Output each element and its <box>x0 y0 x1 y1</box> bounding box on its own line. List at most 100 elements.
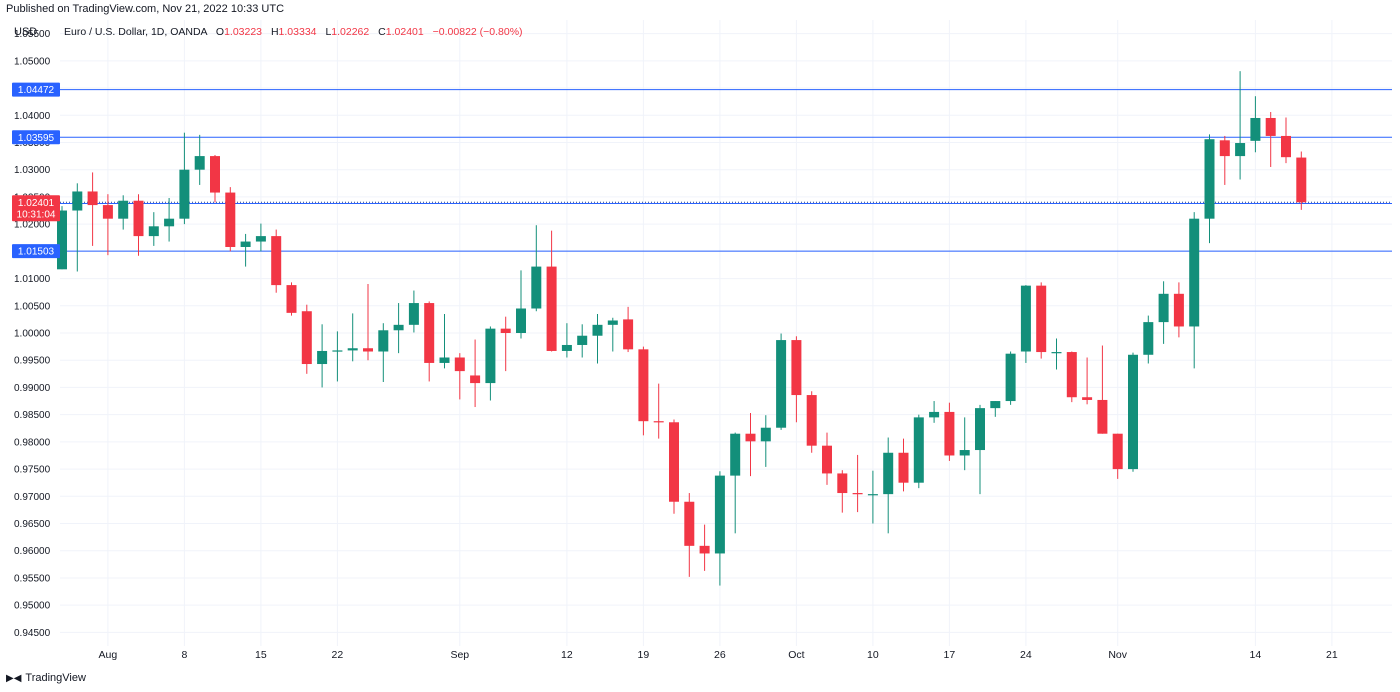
x-tick-label: 17 <box>944 649 956 661</box>
candle-body <box>684 501 695 546</box>
candle <box>240 233 251 267</box>
y-tick-label: 1.00500 <box>14 301 51 312</box>
current-price-label-bg <box>12 195 60 222</box>
candle-body <box>699 545 710 554</box>
candle-body <box>286 285 297 313</box>
legend-symbol: Euro / U.S. Dollar, 1D, OANDA <box>64 26 208 38</box>
candle <box>271 229 282 293</box>
candle-body <box>1066 352 1077 398</box>
legend-o-label: O <box>216 26 224 38</box>
candle <box>485 326 496 401</box>
candle <box>1296 151 1307 210</box>
y-tick-label: 0.97500 <box>14 465 51 476</box>
published-caption: Published on TradingView.com, Nov 21, 20… <box>6 3 285 15</box>
price-line-label-text: 1.04472 <box>18 85 55 96</box>
candle-body <box>210 156 220 193</box>
candle-body <box>1265 117 1276 136</box>
candle <box>837 470 848 513</box>
candle <box>990 401 1001 417</box>
candle-body <box>730 433 741 476</box>
candle-body <box>72 191 83 211</box>
y-tick-label: 0.95000 <box>14 601 51 612</box>
candle <box>1020 285 1031 363</box>
candle <box>148 212 159 246</box>
legend-c-label: C <box>378 26 386 38</box>
candle-body <box>837 473 848 494</box>
candle-body <box>990 401 1001 409</box>
candle <box>102 194 113 256</box>
candle-body <box>1158 293 1169 323</box>
price-line-label: 1.03595 <box>12 130 60 145</box>
time-axis: Aug 8 15 22 Sep 12 19 26 Oct 10 17 24 Nov 14 21 <box>99 649 1338 661</box>
footer: ▶◀ TradingView <box>6 672 86 684</box>
x-tick-label: 12 <box>561 649 573 661</box>
y-tick-label: 1.00000 <box>14 329 51 340</box>
candles <box>57 71 1307 586</box>
price-line-label-bg <box>12 244 60 259</box>
candle <box>470 339 481 408</box>
candle <box>454 353 465 400</box>
candle <box>822 432 832 485</box>
candle-body <box>1235 143 1246 157</box>
candle <box>1066 351 1077 403</box>
y-tick-label: 0.99500 <box>14 356 51 367</box>
candle-body <box>225 192 236 247</box>
candle <box>776 333 787 430</box>
candle <box>669 419 679 514</box>
x-tick-label: Sep <box>450 649 469 661</box>
candle <box>699 524 710 571</box>
candle-body <box>194 156 205 170</box>
candle <box>1173 282 1184 338</box>
candle <box>1250 96 1261 153</box>
candle <box>301 304 312 374</box>
candle-body <box>1219 140 1230 157</box>
candle <box>1005 351 1016 405</box>
x-tick-label: 10 <box>867 649 879 661</box>
candle <box>730 432 741 534</box>
candle-body <box>898 452 909 483</box>
candle-body <box>179 169 190 219</box>
candle <box>1097 345 1108 434</box>
tradingview-logo-icon: ▶◀ <box>6 672 22 684</box>
chart-legend: USD Euro / U.S. Dollar, 1D, OANDA O1.032… <box>14 26 523 38</box>
legend-low: 1.02262 <box>331 26 369 38</box>
x-tick-label: 19 <box>638 649 650 661</box>
currency-label: USD <box>14 26 37 38</box>
candle-body <box>913 417 924 483</box>
candle-body <box>592 324 603 336</box>
candle-body <box>408 303 419 325</box>
candle-body <box>1020 285 1031 352</box>
candle-body <box>577 335 588 345</box>
candle-body <box>485 328 496 384</box>
candle <box>1036 282 1047 359</box>
candle <box>332 331 343 382</box>
candle-body <box>454 357 465 372</box>
candle-body <box>760 427 771 442</box>
candle-body <box>546 266 557 351</box>
candle <box>194 134 205 185</box>
candle-body <box>347 348 358 351</box>
x-tick-label: 8 <box>181 649 187 661</box>
candle-body <box>607 320 618 325</box>
candle <box>393 303 404 354</box>
candle <box>500 316 511 372</box>
candle <box>347 313 358 362</box>
candle-body <box>1128 354 1138 470</box>
candle-body <box>301 311 312 365</box>
price-axis: 0.94500 0.95000 0.95500 0.96000 0.96500 0.970… <box>14 29 51 639</box>
candle-body <box>470 375 481 384</box>
candle-body <box>148 226 159 237</box>
y-tick-label: 0.95500 <box>14 573 51 584</box>
x-tick-label: Nov <box>1108 649 1127 661</box>
candle <box>944 402 955 461</box>
candle <box>1143 315 1154 364</box>
candle-body <box>791 340 802 396</box>
y-tick-label: 0.97000 <box>14 492 51 503</box>
candle-body <box>1143 322 1154 355</box>
legend-row: Euro / U.S. Dollar, 1D, OANDA O1.03223 H… <box>64 26 523 38</box>
y-tick-label: 1.05500 <box>14 29 51 40</box>
candle <box>516 270 526 339</box>
candle <box>546 230 557 352</box>
